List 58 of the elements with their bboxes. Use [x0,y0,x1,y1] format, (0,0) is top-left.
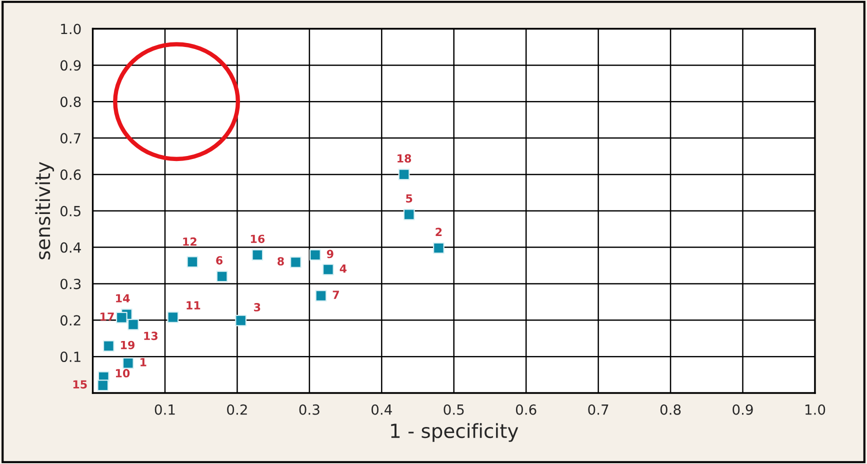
annotation: 11 [186,301,200,310]
y-tick-label: 0.6 [60,169,81,180]
point [116,312,128,324]
annotation: 2 [436,228,442,236]
y-tick-label: 0.1 [60,352,80,362]
y-tick-label: 0.2 [60,315,80,326]
x-tick-label: 0.9 [732,404,753,415]
x-tick-label: 0.7 [588,404,608,415]
point [97,380,109,392]
y-tick-label: 0.8 [60,96,81,108]
annotation: 17 [100,312,114,321]
annotation: 10 [116,369,130,378]
annotation: 18 [398,154,412,163]
y-tick-label: 0.7 [60,133,80,144]
point [216,270,228,282]
annotation: 19 [121,340,135,350]
annotation: 12 [183,237,196,246]
point [102,340,114,352]
point [315,290,327,302]
y-axis-title: sensitivity [35,162,54,260]
y-tick-label: 1.0 [61,24,81,34]
point [398,168,410,180]
point [128,318,139,330]
point [310,249,321,261]
annotation: 1 [140,358,146,366]
x-tick-label: 0.8 [660,404,681,415]
point [403,208,415,220]
x-axis-title: 1 - specificity [391,423,518,442]
point [122,357,134,369]
point [433,242,444,254]
point [186,256,198,268]
y-tick-label: 0.3 [60,278,81,290]
annotation: 7 [332,290,339,299]
point [290,256,302,268]
annotation: 8 [278,257,284,266]
annotation: 3 [254,303,260,312]
annotation: 13 [144,332,158,340]
point [252,249,264,261]
point [235,314,247,326]
x-tick-label: 0.1 [154,404,175,415]
annotation: 4 [340,264,347,273]
x-tick-label: 0.3 [299,404,320,415]
x-tick-label: 0.4 [372,404,392,415]
annotation: 6 [216,256,223,265]
annotation: 9 [326,250,334,258]
annotation: 16 [250,234,265,244]
annotation: 15 [73,380,87,389]
y-tick-label: 0.9 [60,60,81,71]
y-tick-label: 0.5 [60,206,80,216]
x-tick-label: 1.0 [805,404,826,415]
x-tick-label: 0.2 [227,404,247,415]
annotation: 5 [406,194,412,203]
x-tick-label: 0.6 [516,404,536,415]
point [322,264,334,276]
annotation: 14 [116,294,130,302]
x-tick-label: 0.5 [444,404,464,415]
point [167,312,179,323]
y-tick-label: 0.4 [60,242,81,253]
